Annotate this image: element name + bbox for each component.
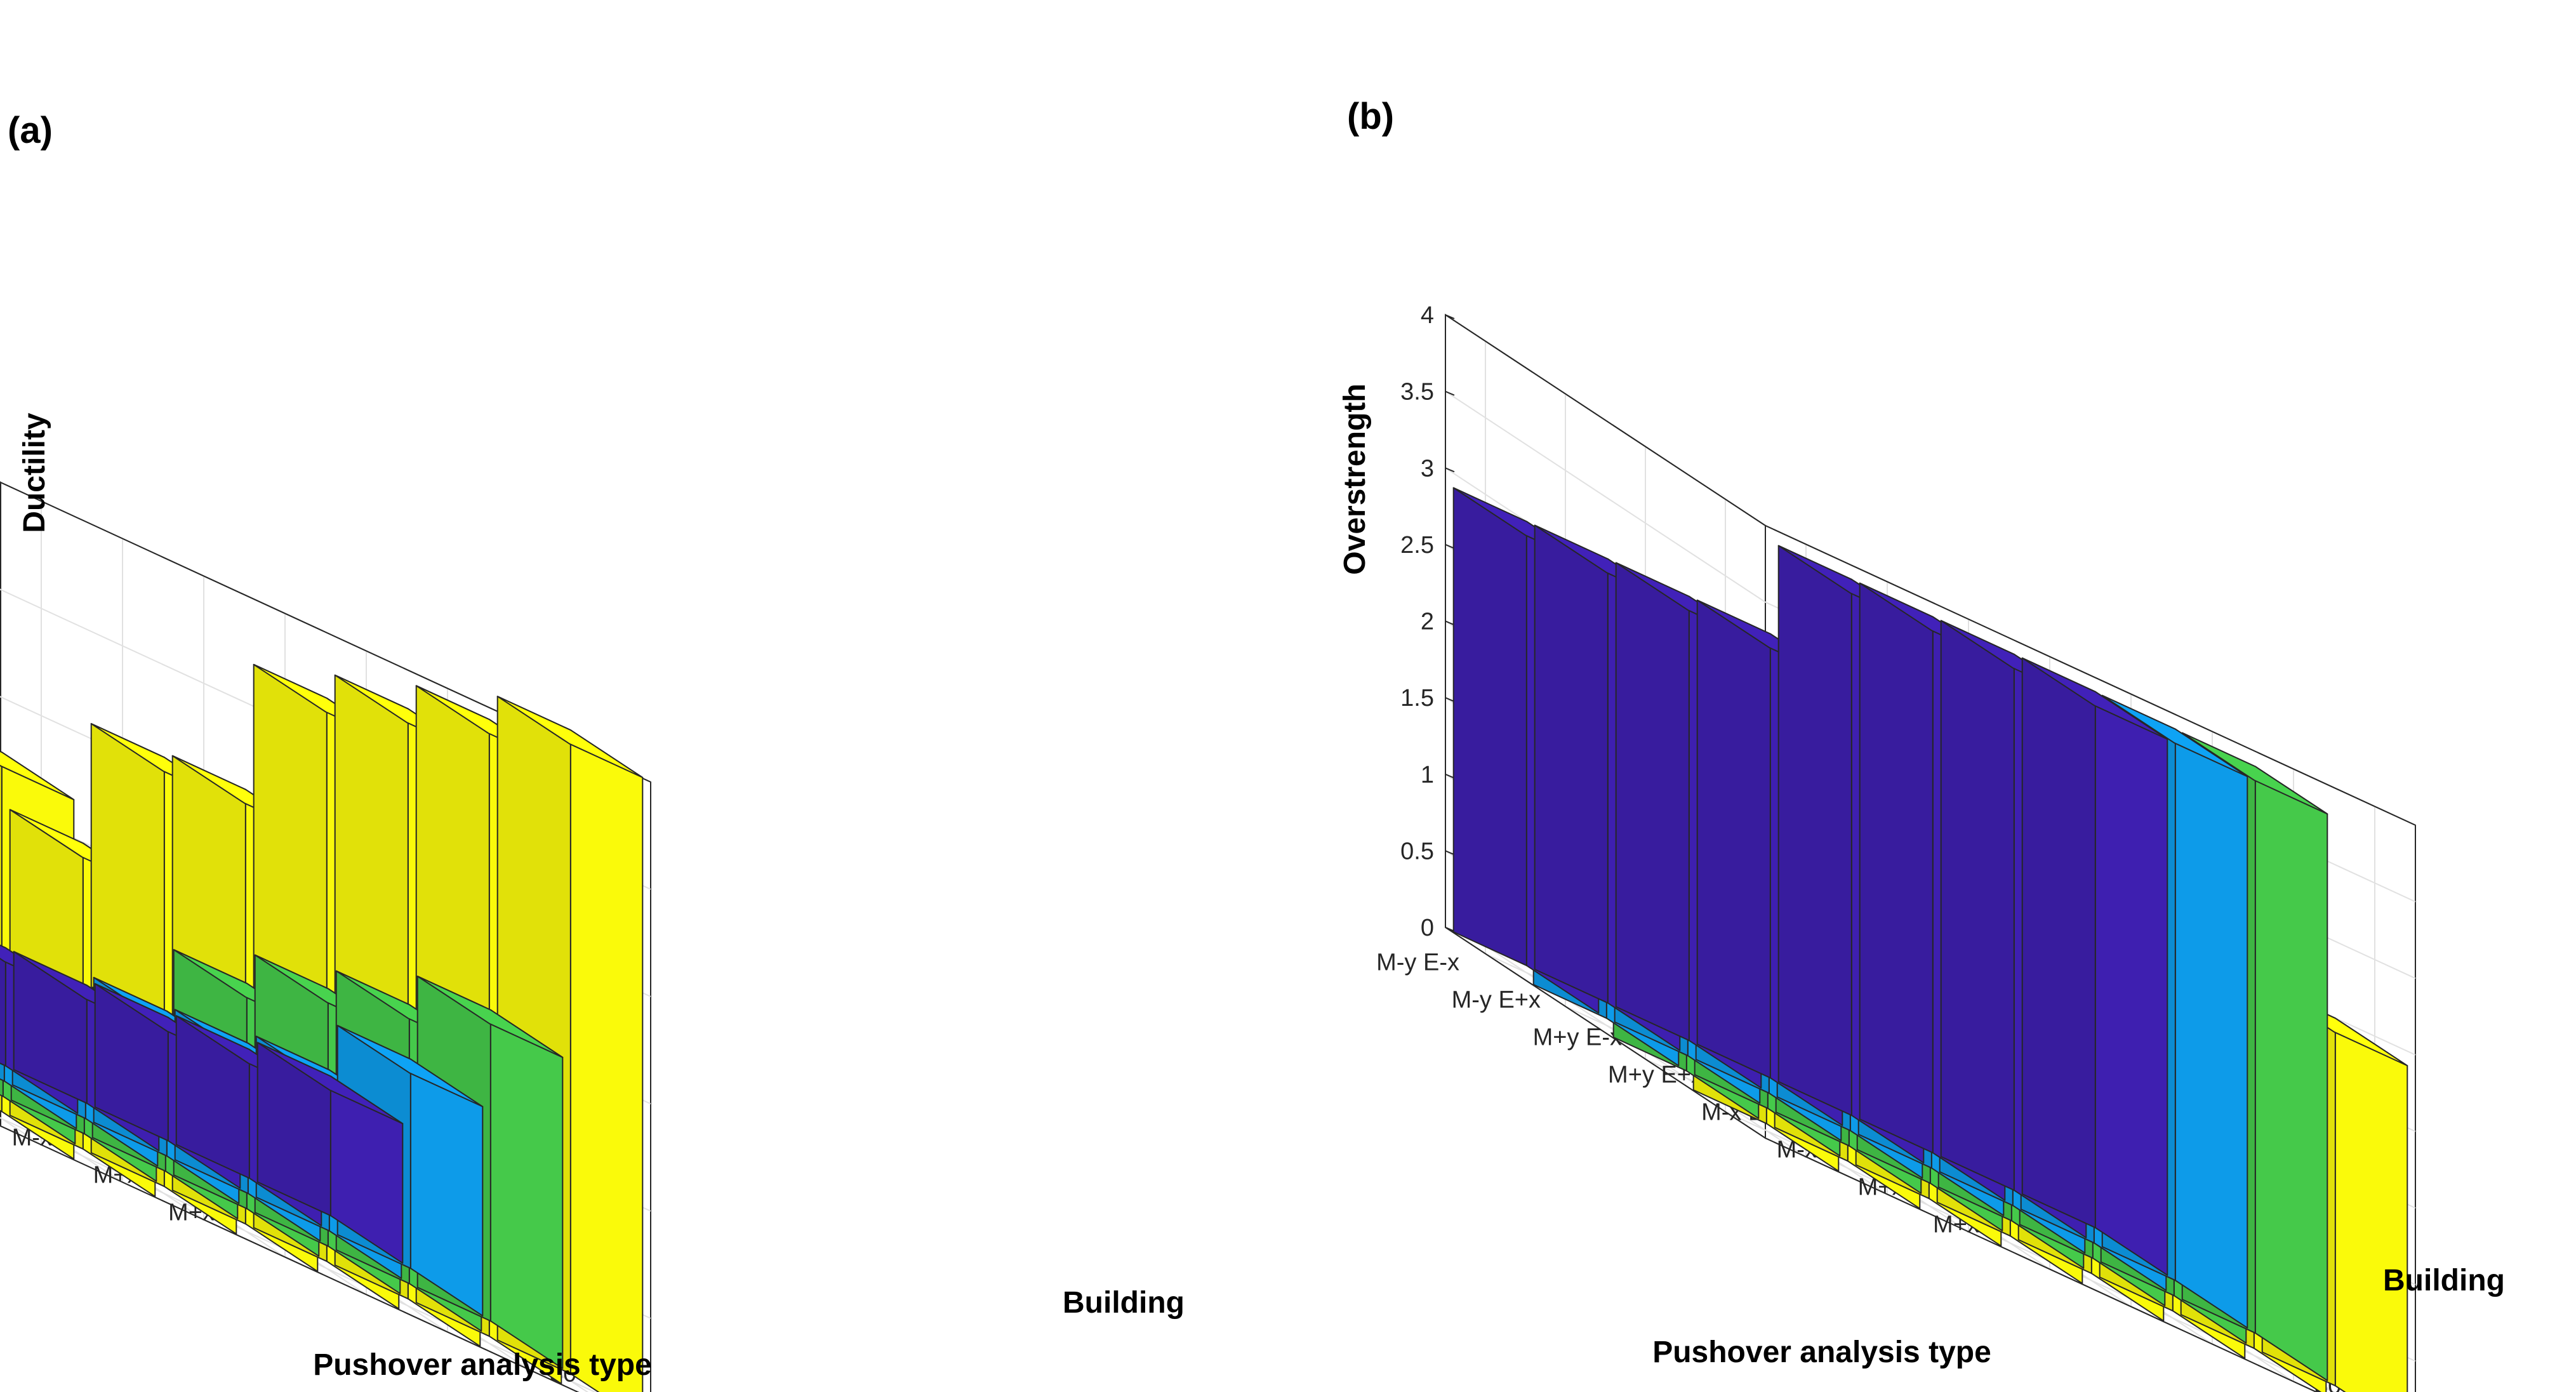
z-axis-label: Ductility: [18, 413, 51, 533]
bar-face-top: [336, 1024, 484, 1108]
bar-face-left: [1452, 487, 1527, 967]
bar-face-front: [2094, 691, 2168, 1276]
panel-label: (a): [8, 110, 53, 151]
z-tick-mark: [1445, 467, 1455, 473]
bar: [256, 1042, 404, 1264]
bar-face-top: [496, 696, 644, 778]
z-tick-mark: [1445, 927, 1455, 932]
bar-face-front: [2174, 728, 2248, 1329]
x-axis-label: Pushover analysis type: [1652, 1336, 1991, 1369]
z-tick-mark: [1445, 850, 1455, 856]
z-tick-label: 2: [1421, 609, 1434, 635]
z-tick-label: 3.5: [1400, 379, 1434, 406]
top-edge: [0, 481, 651, 783]
bar-face-front: [2254, 766, 2328, 1381]
bars: [1452, 487, 2408, 1392]
z-tick-label: 0: [1421, 915, 1434, 941]
z-tick-label: 1: [1421, 762, 1434, 788]
panel-b: 00.511.522.533.54M+x E+yM+x E-yM-x E+yM-…: [1338, 96, 2505, 1392]
z-tick-label: 4: [1421, 302, 1434, 329]
z-tick-mark: [1445, 773, 1455, 779]
bar-face-left: [2021, 657, 2096, 1229]
z-tick-label: 1.5: [1400, 685, 1434, 712]
bar-face-top: [256, 1042, 404, 1125]
z-tick-mark: [1445, 620, 1455, 626]
z-tick-mark: [1445, 697, 1455, 703]
category-tick-label: M-y E+x: [1452, 987, 1541, 1014]
category-tick-label: M+y E-x: [1533, 1024, 1622, 1051]
bar-face-front: [489, 1009, 564, 1369]
bar-face-left: [1940, 620, 2015, 1191]
bar-face-top: [2021, 657, 2168, 740]
bar-face-top: [2101, 694, 2248, 778]
bar-face-left: [1534, 524, 1609, 1004]
bar-face-front: [569, 729, 644, 1392]
bar-face-top: [0, 750, 75, 800]
bar-face-top: [416, 976, 564, 1058]
z-tick-label: 2.5: [1400, 532, 1434, 559]
z-tick-labels: 0 0.5 1 1.5 2 2.5 3 3.5 4: [1400, 302, 1455, 941]
top-edge: [1445, 314, 2416, 826]
bar-face-front: [2334, 1017, 2408, 1392]
category-tick-label: M-y E-x: [1376, 950, 1459, 976]
bars: [0, 663, 644, 1392]
z-tick-mark: [1445, 314, 1455, 319]
z-tick-label: 3: [1421, 455, 1434, 482]
bar-face-left: [1615, 562, 1690, 1042]
z-tick-label: 0.5: [1400, 838, 1434, 865]
bar-face-left: [1777, 545, 1852, 1117]
x-axis-label: Pushover analysis type: [313, 1348, 652, 1382]
y-axis-label: Building: [1063, 1286, 1185, 1320]
z-axis-label: Overstrength: [1338, 383, 1372, 574]
bar-face-left: [1696, 599, 1771, 1079]
bar-face-top: [2181, 732, 2328, 815]
bar: [2021, 657, 2168, 1276]
z-tick-mark: [1445, 543, 1455, 549]
panel-label: (b): [1347, 96, 1394, 137]
y-axis-label: Building: [2383, 1264, 2505, 1297]
bar-face-left: [1859, 582, 1934, 1154]
panel-a: 024681012M+x E+yM+x E-yM-x E+yM-x E-yM+y…: [0, 110, 1185, 1392]
z-tick-mark: [1445, 390, 1455, 396]
